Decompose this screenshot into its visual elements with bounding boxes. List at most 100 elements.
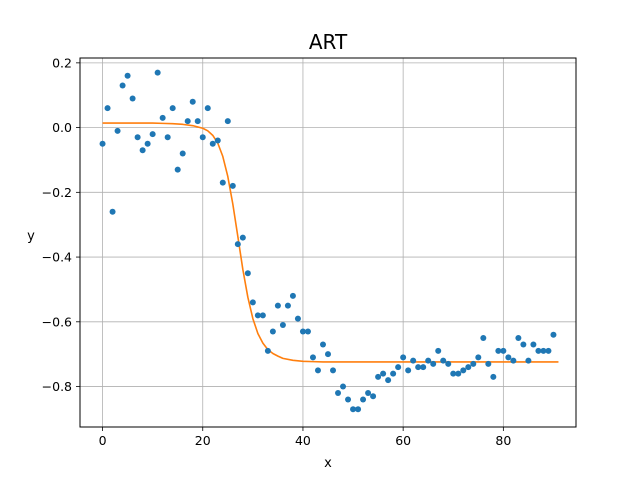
y-tick-label: −0.4 <box>42 250 72 265</box>
y-tick-label: −0.6 <box>42 314 72 329</box>
scatter-point <box>430 360 437 367</box>
scatter-point <box>194 118 201 125</box>
scatter-point <box>515 334 522 341</box>
scatter-point <box>350 406 357 413</box>
scatter-point <box>319 341 326 348</box>
scatter-point <box>174 166 181 173</box>
scatter-point <box>269 328 276 335</box>
y-axis-label: y <box>27 229 35 244</box>
scatter-point <box>239 234 246 241</box>
scatter-point <box>164 134 171 141</box>
scatter-point <box>355 406 362 413</box>
scatter-point <box>114 127 121 134</box>
scatter-point <box>410 357 417 364</box>
scatter-point <box>289 292 296 299</box>
scatter-point <box>224 118 231 125</box>
scatter-point <box>124 72 131 79</box>
x-tick-label: 0 <box>99 433 107 448</box>
scatter-point <box>254 312 261 319</box>
scatter-point <box>325 351 331 358</box>
scatter-point <box>435 347 442 354</box>
scatter-point <box>199 134 206 141</box>
scatter-point <box>259 312 266 319</box>
scatter-point <box>510 357 517 364</box>
scatter-point <box>184 118 191 125</box>
scatter-point <box>159 114 166 121</box>
scatter-point <box>475 354 482 361</box>
x-axis-label: x <box>324 456 332 471</box>
scatter-point <box>345 396 352 403</box>
scatter-point <box>340 383 347 390</box>
scatter-point <box>485 360 492 367</box>
x-tick-label: 20 <box>195 433 211 448</box>
y-tick-label: −0.8 <box>42 379 72 394</box>
chart-title: ART <box>309 30 348 54</box>
scatter-point <box>219 179 226 186</box>
scatter-point <box>530 341 537 348</box>
scatter-point <box>294 315 301 322</box>
scatter-point <box>169 105 176 112</box>
x-tick-label: 80 <box>495 433 511 448</box>
scatter-point <box>450 370 457 377</box>
scatter-point <box>129 95 136 102</box>
scatter-point <box>244 270 251 277</box>
scatter-point <box>109 208 116 215</box>
scatter-point <box>99 140 106 147</box>
scatter-point <box>545 347 552 354</box>
plot-frame <box>79 57 577 428</box>
scatter-point <box>535 347 542 354</box>
scatter-point <box>314 367 321 374</box>
scatter-point <box>134 134 141 141</box>
scatter-point <box>284 302 291 309</box>
x-tick-label: 40 <box>295 433 311 448</box>
scatter-point <box>375 373 382 380</box>
scatter-point <box>465 364 472 371</box>
scatter-point <box>495 347 502 354</box>
scatter-point <box>144 140 151 147</box>
scatter-point <box>445 360 452 367</box>
scatter-point <box>390 370 397 377</box>
scatter-points-layer <box>99 69 557 413</box>
scatter-point <box>385 377 392 384</box>
scatter-point <box>440 357 447 364</box>
scatter-point <box>490 373 497 380</box>
scatter-point <box>214 137 221 144</box>
scatter-point <box>540 347 547 354</box>
scatter-point <box>149 131 156 138</box>
scatter-point <box>189 98 196 105</box>
scatter-point <box>480 334 487 341</box>
scatter-point <box>405 367 412 374</box>
scatter-point <box>234 241 241 248</box>
scatter-point <box>550 331 557 338</box>
fit-line <box>102 122 559 363</box>
y-tick-label: −0.2 <box>42 185 72 200</box>
scatter-point <box>395 364 402 371</box>
scatter-point <box>335 390 342 397</box>
scatter-point <box>425 357 432 364</box>
scatter-point <box>420 364 427 371</box>
scatter-point <box>139 147 146 154</box>
scatter-point <box>154 69 161 76</box>
scatter-point <box>204 105 211 112</box>
axis-ticks: 0 20 40 60 80 0.2 0.0 −0.2 −0.4 −0.6 −0.8 <box>42 55 512 448</box>
y-tick-label: 0.2 <box>52 55 72 70</box>
scatter-point <box>299 328 306 335</box>
scatter-point <box>520 341 527 348</box>
grid <box>80 58 576 427</box>
scatter-point <box>370 393 377 400</box>
scatter-point <box>229 182 236 189</box>
scatter-point <box>360 396 367 403</box>
scatter-point <box>380 370 387 377</box>
x-tick-label: 60 <box>395 433 411 448</box>
scatter-point <box>179 150 186 157</box>
scatter-point <box>264 347 271 354</box>
scatter-point <box>470 360 477 367</box>
fit-line-layer <box>102 122 559 363</box>
scatter-point <box>330 367 337 374</box>
scatter-point <box>104 105 111 112</box>
scatter-point <box>505 354 512 361</box>
scatter-point <box>400 354 407 361</box>
y-tick-label: 0.0 <box>52 120 72 135</box>
